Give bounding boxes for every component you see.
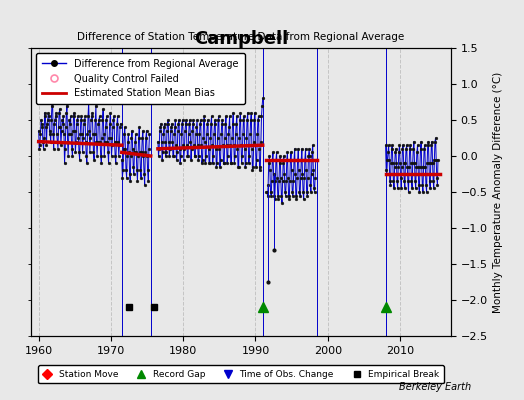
Text: Difference of Station Temperature Data from Regional Average: Difference of Station Temperature Data f… <box>78 32 405 42</box>
Title: Campbell: Campbell <box>194 30 288 48</box>
Text: Berkeley Earth: Berkeley Earth <box>399 382 472 392</box>
Legend: Station Move, Record Gap, Time of Obs. Change, Empirical Break: Station Move, Record Gap, Time of Obs. C… <box>38 365 444 383</box>
Y-axis label: Monthly Temperature Anomaly Difference (°C): Monthly Temperature Anomaly Difference (… <box>493 71 503 313</box>
